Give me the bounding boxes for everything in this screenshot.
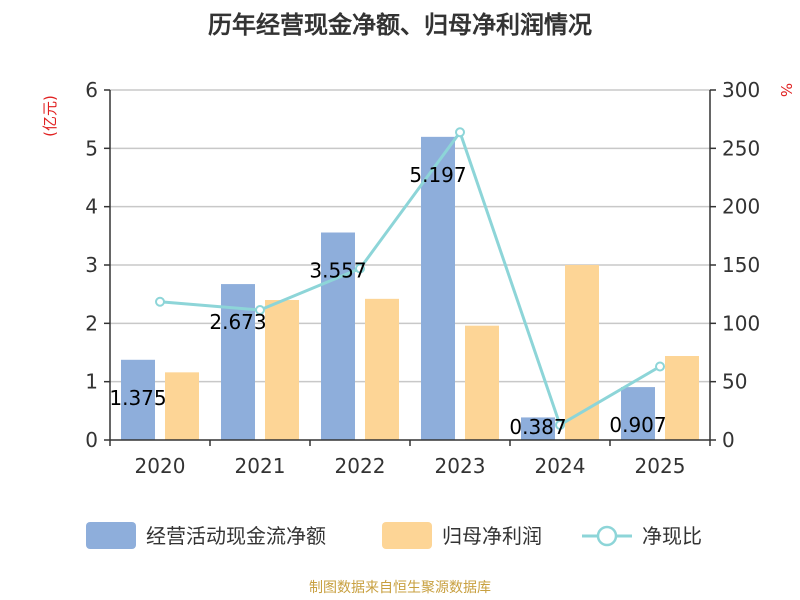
legend: 经营活动现金流净额 归母净利润 净现比	[86, 522, 702, 549]
right-tick-label: 50	[722, 370, 747, 394]
right-tick-label: 250	[722, 136, 760, 160]
right-tick-label: 200	[722, 195, 760, 219]
x-tick-label: 2021	[235, 454, 286, 478]
ratio-point-2025	[655, 361, 665, 372]
x-axis-ticks: 2020 2021 2022 2023 2024 2025	[135, 454, 686, 478]
data-label-cashflow-2024: 0.387	[509, 415, 566, 439]
right-axis-unit: %	[777, 83, 795, 97]
bar-cashflow-2020	[121, 359, 155, 440]
ratio-point-2024	[555, 419, 565, 430]
data-label-cashflow-2022: 3.557	[309, 259, 366, 283]
left-tick-label: 0	[85, 428, 98, 452]
right-tick-label: 100	[722, 311, 760, 335]
legend-swatch-profit[interactable]	[382, 522, 432, 549]
bar-profit-2021	[265, 300, 299, 440]
data-label-cashflow-2025: 0.907	[609, 413, 666, 437]
ratio-point-2021	[255, 305, 265, 316]
left-tick-label: 4	[85, 195, 98, 219]
bar-cashflow-2024	[521, 417, 555, 440]
legend-label-cashflow: 经营活动现金流净额	[146, 524, 326, 548]
legend-label-profit: 归母净利润	[442, 524, 542, 548]
bar-cashflow-2025	[621, 387, 655, 440]
bar-profit-2020	[165, 372, 199, 440]
bar-cashflow-2022	[321, 232, 355, 440]
right-axis-ticks: 0 50 100 150 200 250 300	[722, 78, 760, 452]
grid-lines	[110, 89, 710, 383]
chart-title: 历年经营现金净额、归母净利润情况	[208, 11, 592, 39]
left-tick-label: 5	[85, 136, 98, 160]
source-note: 制图数据来自恒生聚源数据库	[309, 580, 491, 596]
left-axis-unit: (亿元)	[41, 95, 59, 137]
data-labels: 1.375 2.673 3.557 5.197 0.387 0.907	[109, 163, 666, 439]
x-tick-label: 2022	[335, 454, 386, 478]
bars	[121, 136, 699, 440]
ratio-point-2023	[455, 127, 465, 138]
data-label-cashflow-2021: 2.673	[209, 310, 266, 334]
legend-label-ratio: 净现比	[642, 524, 702, 548]
bar-profit-2023	[465, 325, 499, 440]
ratio-polyline	[159, 129, 661, 428]
bar-profit-2022	[365, 298, 399, 440]
x-tick-label: 2024	[535, 454, 586, 478]
legend-swatch-cashflow[interactable]	[86, 522, 136, 549]
left-tick-label: 3	[85, 253, 98, 277]
left-tick-label: 2	[85, 311, 98, 335]
data-label-cashflow-2023: 5.197	[409, 163, 466, 187]
x-tick-label: 2020	[135, 454, 186, 478]
bar-profit-2025	[665, 356, 699, 440]
ratio-line	[155, 127, 665, 430]
ratio-point-2020	[155, 296, 165, 307]
right-tick-label: 300	[722, 78, 760, 102]
left-tick-label: 1	[85, 370, 98, 394]
ratio-point-2022	[355, 263, 365, 274]
right-tick-label: 150	[722, 253, 760, 277]
x-tick-label: 2023	[435, 454, 486, 478]
left-tick-label: 6	[85, 78, 98, 102]
legend-swatch-ratio-marker	[596, 525, 618, 547]
data-label-cashflow-2020: 1.375	[109, 386, 166, 410]
left-axis-ticks: 0 1 2 3 4 5 6	[85, 78, 98, 452]
axes	[104, 89, 716, 446]
right-tick-label: 0	[722, 428, 735, 452]
x-tick-label: 2025	[635, 454, 686, 478]
bar-cashflow-2023	[421, 136, 455, 440]
